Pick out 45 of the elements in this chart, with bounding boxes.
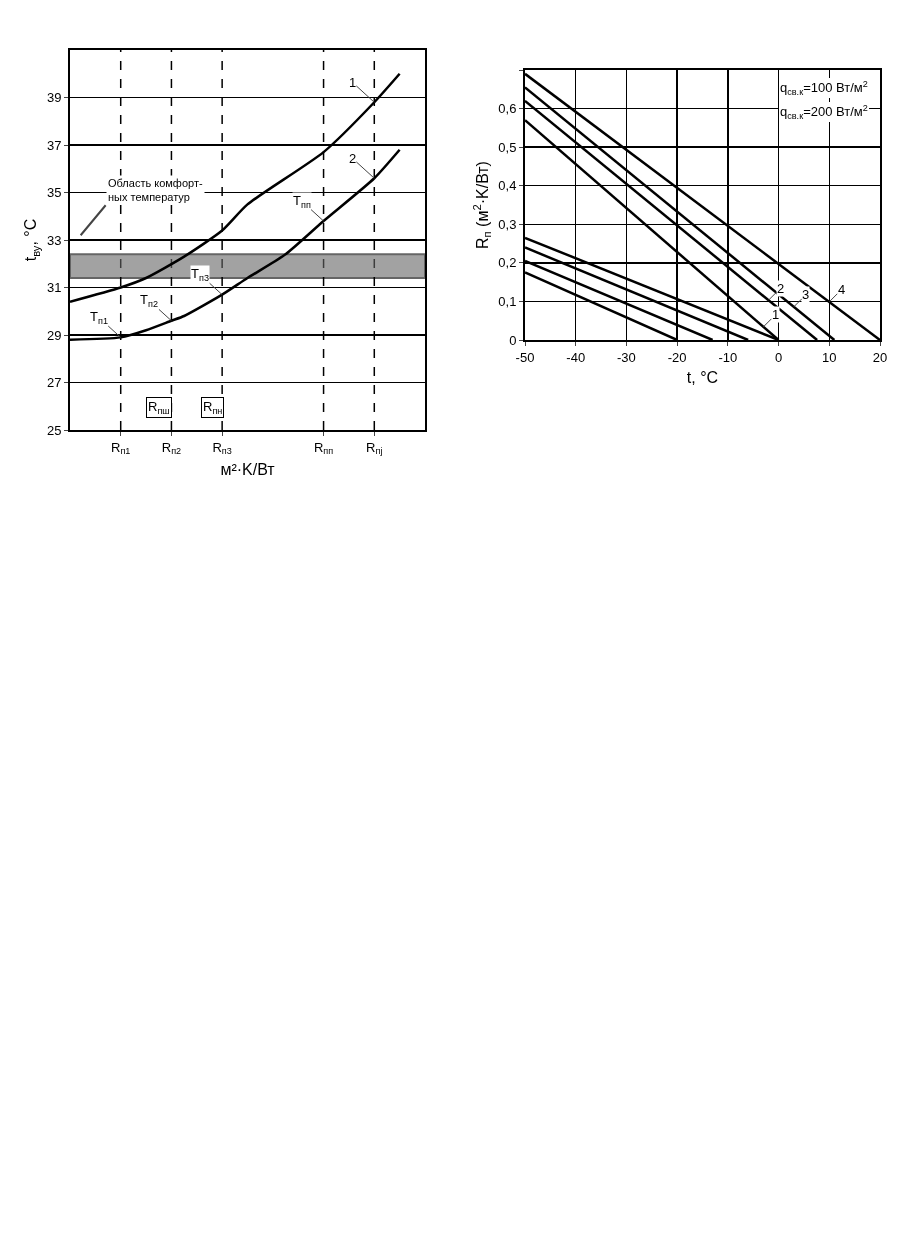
x-tick-label: -40 (566, 349, 586, 365)
y-tick-label: 27 (46, 375, 62, 391)
x-tick-label: -50 (515, 349, 535, 365)
y-tick-label: 25 (46, 422, 62, 438)
y-tick-label: 0,3 (498, 216, 517, 232)
y-tick-label: 0,5 (498, 139, 517, 155)
annotation: T$_{п2}$ (140, 292, 158, 309)
x-tick-label: -30 (617, 349, 636, 365)
x-tick-label: -10 (718, 349, 738, 365)
x-tick-label: R$_{пп}$ (313, 439, 334, 457)
annotation: T$_{п3}$ (191, 266, 209, 283)
y-tick-label: 35 (46, 185, 62, 201)
x-tick-label: 0 (774, 349, 783, 365)
y-tick-label: 0,2 (498, 255, 517, 271)
y-tick-label: 29 (46, 327, 62, 343)
annotation: 4 (838, 282, 846, 297)
x-tick-label: R$_{п2}$ (161, 439, 182, 457)
x-tick-label: -20 (667, 349, 687, 365)
y-tick-label: 0,6 (498, 101, 517, 117)
x-tick-label: R$_{пj}$ (366, 439, 383, 457)
y-tick-label: 31 (46, 280, 62, 296)
annotation: 1 (349, 75, 357, 90)
annotation: 2 (777, 281, 785, 296)
annotation: 2 (349, 151, 357, 166)
y-tick-label: 0,1 (498, 293, 517, 309)
y-tick-label: 33 (46, 232, 62, 248)
annotation: 3 (802, 287, 810, 302)
annotation: T$_{пп}$ (293, 193, 311, 210)
annotation: q$_{св.к}$=200 Вт/м$^{2}$ (780, 103, 868, 122)
y-tick-label: 37 (46, 137, 62, 153)
x-axis-title: м²·K/Вт (220, 460, 276, 478)
y-tick-label: 0 (509, 332, 517, 348)
x-tick-label: R$_{п1}$ (111, 439, 131, 457)
annotation: 1 (772, 307, 780, 322)
annotation: q$_{св.к}$=100 Вт/м$^{2}$ (780, 79, 868, 98)
x-tick-label: 10 (822, 349, 837, 365)
x-tick-label: R$_{п3}$ (212, 439, 232, 457)
y-tick-label: 39 (46, 90, 62, 106)
band-label: Область комфорт- ных температур (108, 177, 203, 204)
y-tick-label: 0,4 (498, 178, 517, 194)
x-tick-label: 20 (872, 349, 888, 365)
x-axis-title: t, °C (686, 368, 719, 386)
annotation: R$_{пш}$ (148, 399, 170, 416)
annotation: R$_{пн}$ (203, 399, 223, 416)
annotation: T$_{п1}$ (90, 309, 108, 326)
